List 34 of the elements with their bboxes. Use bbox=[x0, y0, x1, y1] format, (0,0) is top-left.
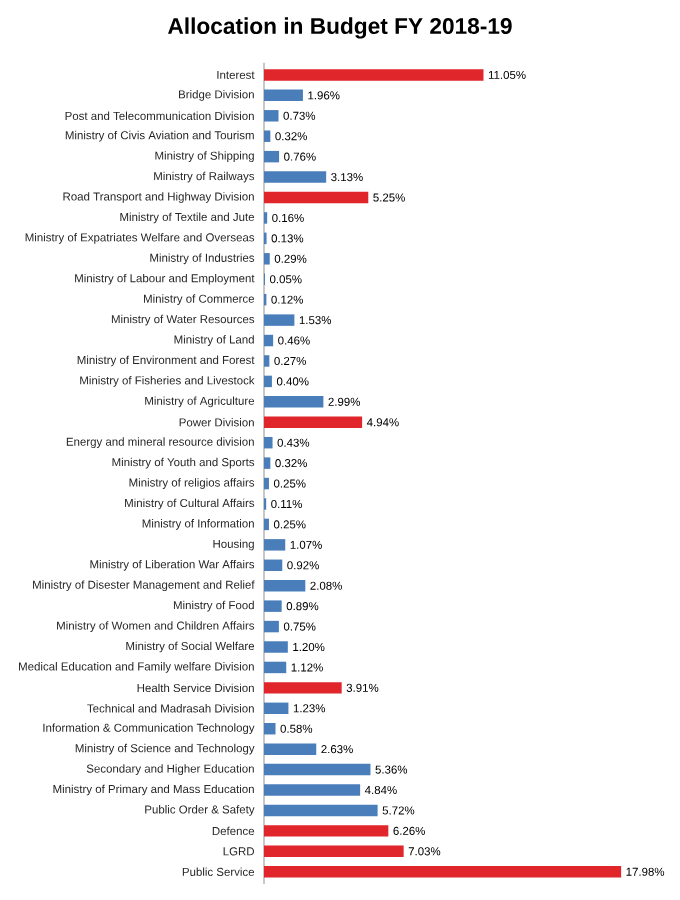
bar bbox=[264, 436, 273, 449]
bar bbox=[264, 845, 404, 858]
bar bbox=[264, 559, 283, 572]
bar bbox=[264, 620, 279, 633]
bar bbox=[264, 396, 324, 408]
bar bbox=[264, 825, 389, 837]
bar bbox=[264, 253, 270, 265]
bar bbox=[264, 804, 378, 817]
bar bbox=[264, 110, 279, 122]
bar bbox=[264, 600, 282, 612]
bar bbox=[264, 641, 288, 653]
bar bbox=[264, 171, 327, 183]
bar bbox=[264, 579, 306, 592]
bar bbox=[264, 69, 484, 81]
bar bbox=[264, 355, 270, 367]
bar bbox=[264, 702, 289, 715]
bar bbox=[264, 784, 361, 796]
bar bbox=[264, 682, 342, 694]
bar bbox=[264, 334, 274, 347]
bar bbox=[264, 130, 271, 142]
bar bbox=[264, 743, 317, 755]
bar bbox=[264, 416, 363, 428]
bar bbox=[264, 375, 272, 388]
bar bbox=[264, 661, 287, 674]
bar bbox=[264, 866, 622, 878]
chart-title: Allocation in Budget FY 2018-19 bbox=[167, 17, 512, 39]
bar bbox=[264, 457, 271, 469]
bar bbox=[264, 314, 295, 326]
bar bbox=[264, 539, 286, 551]
bar bbox=[264, 723, 276, 735]
bar bbox=[264, 89, 303, 102]
bar bbox=[264, 150, 280, 163]
bar bbox=[264, 191, 369, 204]
bar bbox=[264, 763, 371, 776]
